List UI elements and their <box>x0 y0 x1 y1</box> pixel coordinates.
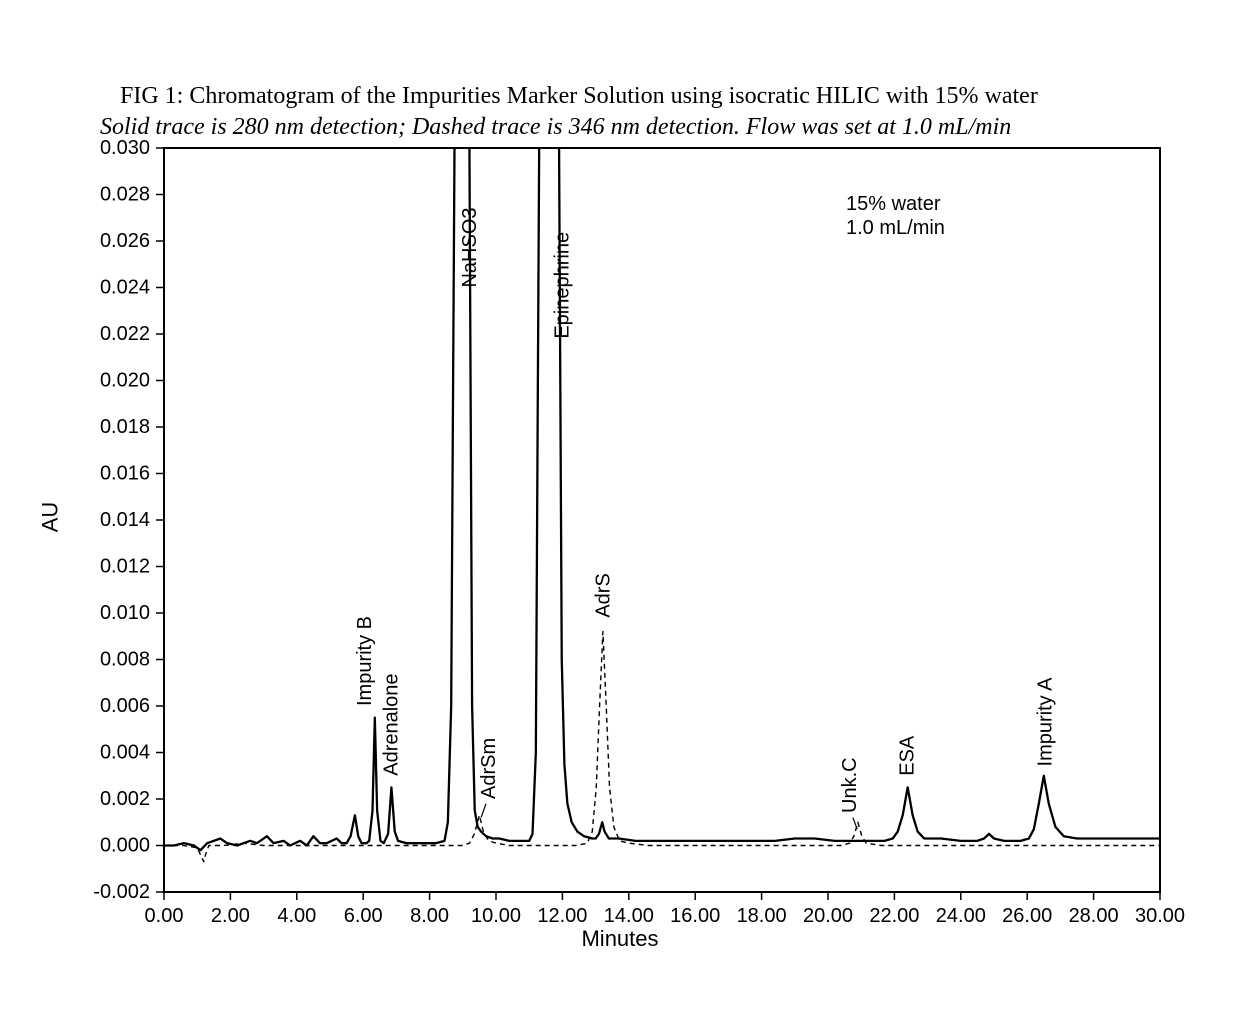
svg-text:18.00: 18.00 <box>737 905 787 927</box>
svg-text:0.026: 0.026 <box>100 230 150 252</box>
svg-text:0.022: 0.022 <box>100 323 150 345</box>
svg-text:0.030: 0.030 <box>100 137 150 159</box>
peak-label: Impurity A <box>1034 677 1056 767</box>
svg-text:24.00: 24.00 <box>936 905 986 927</box>
svg-text:26.00: 26.00 <box>1002 905 1052 927</box>
svg-text:6.00: 6.00 <box>344 905 383 927</box>
trace-346nm-dashed <box>164 632 1160 862</box>
peak-label: AdrS <box>593 573 615 617</box>
chromatogram-plot: 0.00 2.00 4.00 6.00 8.00 10.00 12.00 14.00 16.00… <box>0 0 1240 1034</box>
svg-text:-0.002: -0.002 <box>93 881 150 903</box>
peak-label: AdrSm <box>478 738 500 799</box>
peak-label: ESA <box>896 735 918 776</box>
chromatogram-figure: FIG 1: Chromatogram of the Impurities Ma… <box>0 0 1240 1034</box>
svg-text:0.008: 0.008 <box>100 649 150 671</box>
svg-text:28.00: 28.00 <box>1069 905 1119 927</box>
svg-text:0.004: 0.004 <box>100 742 150 764</box>
svg-text:20.00: 20.00 <box>803 905 853 927</box>
trace-280nm-solid <box>164 0 1160 850</box>
svg-text:0.00: 0.00 <box>145 905 184 927</box>
peak-label: Unk.C <box>839 757 861 813</box>
svg-text:2.00: 2.00 <box>211 905 250 927</box>
svg-text:16.00: 16.00 <box>670 905 720 927</box>
svg-text:0.000: 0.000 <box>100 835 150 857</box>
svg-text:12.00: 12.00 <box>537 905 587 927</box>
svg-text:0.012: 0.012 <box>100 556 150 578</box>
svg-text:0.024: 0.024 <box>100 277 150 299</box>
svg-text:8.00: 8.00 <box>410 905 449 927</box>
svg-text:0.016: 0.016 <box>100 463 150 485</box>
svg-text:0.018: 0.018 <box>100 416 150 438</box>
svg-text:22.00: 22.00 <box>869 905 919 927</box>
peak-label: Impurity B <box>354 616 376 706</box>
svg-text:0.010: 0.010 <box>100 602 150 624</box>
svg-text:14.00: 14.00 <box>604 905 654 927</box>
svg-text:30.00: 30.00 <box>1135 905 1185 927</box>
svg-text:0.002: 0.002 <box>100 788 150 810</box>
svg-text:0.028: 0.028 <box>100 184 150 206</box>
svg-text:4.00: 4.00 <box>277 905 316 927</box>
peak-label: Epinephrine <box>552 232 574 339</box>
svg-text:0.014: 0.014 <box>100 509 150 531</box>
svg-text:10.00: 10.00 <box>471 905 521 927</box>
svg-text:0.006: 0.006 <box>100 695 150 717</box>
peak-label: Adrenalone <box>380 673 402 775</box>
peak-label: NaHSO3 <box>459 207 481 287</box>
svg-text:0.020: 0.020 <box>100 370 150 392</box>
